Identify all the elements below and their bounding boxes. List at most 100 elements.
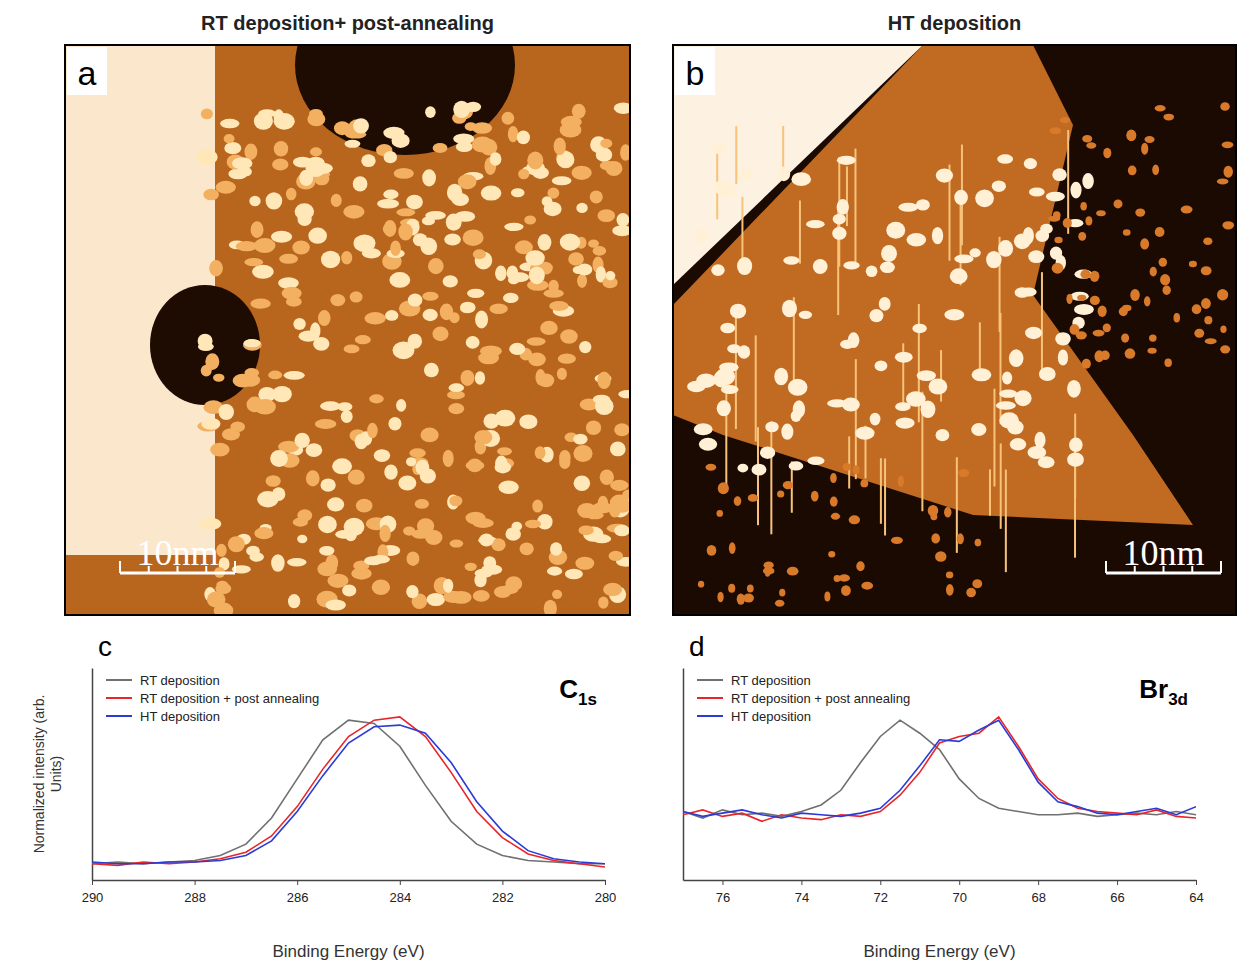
stm-island: [337, 402, 352, 411]
stm-island: [480, 345, 502, 357]
stm-island: [266, 475, 281, 487]
stm-island: [576, 203, 587, 213]
x-axis: 76747270686664: [684, 880, 1204, 905]
stm-island: [751, 464, 766, 476]
stm-island: [579, 525, 594, 535]
stm-molecule: [1160, 274, 1170, 286]
stm-island: [869, 309, 883, 322]
stm-island: [413, 233, 428, 246]
stm-island: [467, 459, 482, 473]
stm-island: [916, 199, 930, 210]
spectrum-line: [683, 717, 1196, 821]
panel-title: RT deposition+ post-annealing: [201, 12, 494, 34]
stm-molecule: [747, 585, 754, 593]
stm-island: [944, 309, 964, 320]
x-tick-mark: [1196, 880, 1197, 885]
stm-island: [511, 522, 522, 531]
x-tick: 64: [1189, 880, 1203, 905]
stm-molecule: [787, 567, 799, 576]
spectrum-title: C1s: [559, 674, 597, 709]
stm-island: [327, 497, 344, 511]
stm-island: [1015, 390, 1032, 406]
stm-island: [331, 194, 342, 207]
stm-island: [467, 289, 484, 298]
stm-molecule: [1217, 289, 1228, 300]
stm-island: [552, 176, 572, 185]
stm-molecule: [729, 542, 736, 554]
stm-molecule: [1123, 229, 1131, 235]
stm-island: [361, 154, 375, 167]
plot-lines: [92, 717, 605, 867]
stm-island: [1070, 182, 1081, 199]
stm-island: [575, 557, 594, 570]
stm-island: [511, 188, 525, 197]
stm-island: [403, 527, 415, 536]
x-tick: 284: [389, 880, 411, 905]
stm-island: [538, 374, 554, 388]
stm-island: [356, 499, 373, 513]
stm-molecule: [856, 561, 864, 571]
stm-island: [842, 398, 860, 412]
scale-bar: 10nm: [120, 533, 235, 573]
stm-island: [532, 500, 543, 513]
stm-island: [603, 583, 622, 596]
stm-island: [396, 208, 415, 216]
stm-island: [560, 329, 578, 344]
stm-molecule: [1093, 330, 1105, 337]
stm-molecule: [1149, 334, 1157, 341]
stm-island: [417, 518, 434, 534]
stm-island: [917, 370, 936, 381]
stm-island: [460, 370, 474, 386]
stm-molecule: [748, 494, 758, 502]
stm-molecule: [1140, 238, 1149, 249]
stm-island: [341, 410, 353, 423]
stm-island: [999, 389, 1017, 397]
stm-molecule: [1181, 205, 1193, 213]
stm-island: [449, 383, 465, 392]
stm-island: [730, 304, 746, 319]
stm-island: [216, 181, 236, 194]
x-tick-mark: [880, 880, 881, 885]
stm-island: [240, 374, 260, 387]
legend-swatch: [106, 679, 132, 681]
stm-molecule: [1217, 178, 1229, 184]
stm-island: [517, 131, 530, 145]
stm-island: [244, 258, 263, 266]
stm-molecule: [1077, 295, 1086, 301]
stm-island: [508, 276, 519, 284]
stm-island: [342, 585, 356, 597]
stm-island: [777, 166, 790, 181]
scale-bar: 10nm: [1106, 533, 1221, 573]
stm-island: [279, 254, 298, 264]
stm-island: [448, 403, 464, 414]
stm-island: [422, 169, 436, 186]
stm-island: [446, 214, 462, 231]
stm-island: [495, 410, 516, 427]
stm-molecule: [1080, 202, 1087, 210]
stm-island: [465, 122, 477, 131]
stm-island: [369, 394, 384, 403]
legend-swatch: [106, 715, 132, 717]
stm-island: [1067, 380, 1081, 398]
stm-island: [898, 203, 918, 212]
stm-island: [396, 399, 406, 412]
panel-letter: a: [78, 54, 97, 92]
stm-island: [394, 168, 414, 179]
legend-swatch: [697, 679, 723, 681]
stm-island: [443, 450, 454, 467]
stm-island: [249, 196, 260, 207]
stm-island: [372, 579, 390, 595]
stm-island: [293, 518, 308, 527]
stm-molecule: [1066, 294, 1072, 304]
x-tick-mark: [1038, 880, 1039, 885]
x-axis-title: Binding Energy (eV): [272, 942, 424, 961]
stm-island: [288, 594, 300, 608]
x-tick: 286: [287, 880, 309, 905]
stm-island: [568, 252, 584, 265]
stm-island: [406, 195, 423, 210]
stm-island: [310, 147, 322, 156]
stm-island: [213, 374, 224, 382]
stm-island: [508, 126, 518, 142]
y-axis-line: [683, 669, 685, 881]
y-axis: [92, 669, 93, 881]
